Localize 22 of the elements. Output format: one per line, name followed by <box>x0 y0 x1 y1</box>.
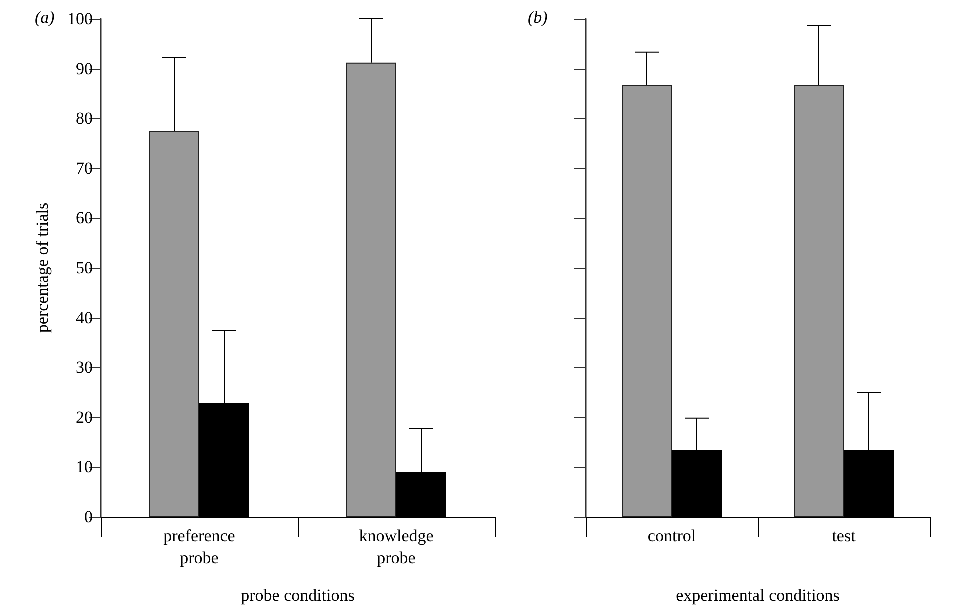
x-tick-label: control <box>648 526 696 546</box>
y-tick-label: 40 <box>76 308 93 328</box>
y-tick-label: 10 <box>76 458 93 477</box>
x-tick-label: preference probe <box>164 526 236 568</box>
y-tick-label: 50 <box>76 258 93 278</box>
x-axis-title: experimental conditions <box>676 586 840 605</box>
bar <box>346 62 396 517</box>
y-tick-label: 80 <box>76 109 93 128</box>
chart-title: (b) <box>528 8 548 27</box>
y-tick-label: 0 <box>84 508 93 526</box>
y-tick-label: 20 <box>76 408 93 427</box>
x-tick-label: knowledge probe <box>359 526 434 568</box>
y-axis-title: percentage of trials <box>33 202 52 334</box>
y-tick-label: 70 <box>76 158 93 178</box>
chart-title: (a) <box>35 8 56 27</box>
y-tick-label: 30 <box>76 358 93 378</box>
y-tick-label: 90 <box>76 59 93 78</box>
bar <box>150 132 200 517</box>
x-tick-label: test <box>832 526 856 546</box>
x-axis-title: probe conditions <box>241 586 355 605</box>
y-tick-label: 100 <box>68 10 93 28</box>
y-tick-label: 60 <box>76 208 93 228</box>
